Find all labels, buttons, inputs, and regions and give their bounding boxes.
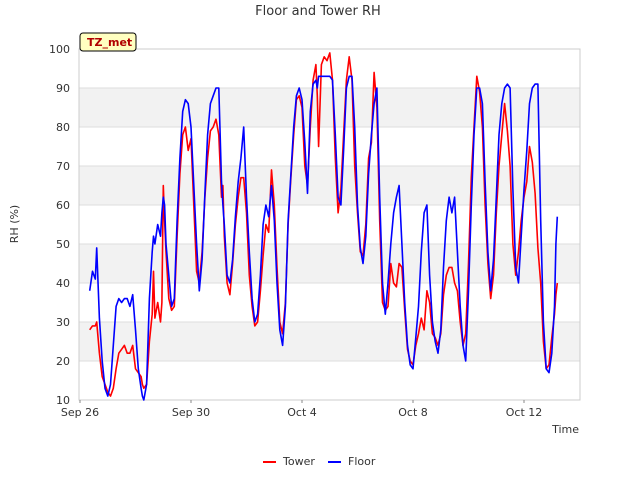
y-tick-label: 90 bbox=[56, 82, 70, 95]
background-bands bbox=[79, 88, 580, 361]
y-tick-label: 40 bbox=[56, 277, 70, 290]
legend-label-floor: Floor bbox=[348, 455, 376, 468]
y-tick-label: 20 bbox=[56, 355, 70, 368]
y-tick-label: 10 bbox=[56, 394, 70, 407]
legend-label-tower: Tower bbox=[282, 455, 315, 468]
y-tick-label: 50 bbox=[56, 238, 70, 251]
y-tick-label: 70 bbox=[56, 160, 70, 173]
site-badge: TZ_met bbox=[79, 32, 137, 52]
legend: Tower Floor bbox=[263, 455, 376, 468]
x-tick-label: Sep 26 bbox=[61, 406, 99, 419]
background-band bbox=[79, 88, 580, 127]
y-axis-ticks: 10 20 30 40 50 60 70 80 90 100 bbox=[49, 43, 70, 407]
background-band bbox=[79, 322, 580, 361]
x-axis-label: Time bbox=[551, 423, 579, 436]
background-band bbox=[79, 166, 580, 205]
y-tick-label: 30 bbox=[56, 316, 70, 329]
plot-frame bbox=[78, 48, 581, 401]
x-tick-label: Oct 8 bbox=[398, 406, 428, 419]
x-tick-label: Sep 30 bbox=[172, 406, 210, 419]
y-tick-label: 60 bbox=[56, 199, 70, 212]
y-tick-label: 80 bbox=[56, 121, 70, 134]
site-badge-label: TZ_met bbox=[87, 36, 132, 49]
series-line-floor bbox=[88, 75, 559, 401]
x-axis-ticks: Sep 26 Sep 30 Oct 4 Oct 8 Oct 12 bbox=[61, 400, 542, 419]
series-lines bbox=[88, 52, 559, 401]
chart-title: Floor and Tower RH bbox=[255, 4, 381, 19]
x-tick-label: Oct 12 bbox=[506, 406, 543, 419]
y-axis-label: RH (%) bbox=[8, 205, 21, 243]
series-line-tower bbox=[89, 52, 559, 397]
x-tick-label: Oct 4 bbox=[287, 406, 317, 419]
y-tick-label: 100 bbox=[49, 43, 70, 56]
